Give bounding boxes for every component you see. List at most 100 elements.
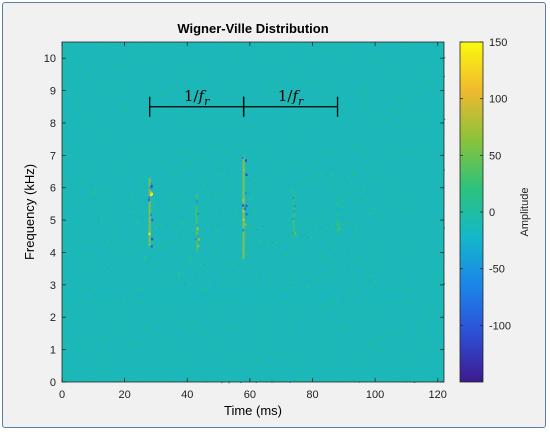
noise-cell bbox=[109, 298, 111, 300]
noise-cell bbox=[129, 331, 131, 333]
noise-cell bbox=[298, 377, 300, 379]
noise-cell bbox=[442, 369, 444, 371]
noise-cell bbox=[284, 43, 287, 46]
noise-cell bbox=[377, 177, 379, 179]
noise-cell bbox=[407, 361, 410, 364]
noise-cell bbox=[355, 253, 357, 255]
noise-cell bbox=[208, 212, 210, 214]
noise-cell bbox=[96, 69, 98, 71]
noise-cell bbox=[97, 216, 99, 218]
noise-cell bbox=[405, 323, 407, 325]
noise-cell bbox=[295, 122, 298, 124]
noise-cell bbox=[441, 58, 444, 61]
noise-cell bbox=[357, 288, 360, 290]
noise-cell bbox=[85, 76, 87, 79]
noise-cell bbox=[150, 45, 152, 48]
noise-cell bbox=[135, 379, 138, 381]
noise-cell bbox=[68, 179, 71, 181]
noise-cell bbox=[340, 114, 342, 117]
noise-cell bbox=[326, 356, 328, 359]
noise-cell bbox=[296, 180, 298, 183]
feature-cell bbox=[336, 206, 338, 209]
noise-cell bbox=[175, 125, 177, 128]
noise-cell bbox=[274, 263, 276, 266]
noise-cell bbox=[65, 48, 68, 51]
noise-cell bbox=[185, 198, 188, 201]
noise-cell bbox=[233, 231, 235, 234]
noise-cell bbox=[287, 227, 289, 230]
noise-cell bbox=[323, 102, 326, 104]
noise-cell bbox=[263, 226, 265, 228]
noise-cell bbox=[63, 55, 65, 58]
noise-cell bbox=[421, 209, 424, 212]
noise-cell bbox=[218, 160, 220, 162]
noise-cell bbox=[183, 368, 185, 370]
feature-cell bbox=[151, 218, 154, 222]
noise-cell bbox=[439, 183, 441, 186]
noise-cell bbox=[131, 260, 133, 262]
noise-cell bbox=[348, 54, 350, 56]
noise-cell bbox=[231, 85, 233, 87]
noise-cell bbox=[155, 330, 157, 332]
noise-cell bbox=[305, 216, 307, 218]
noise-cell bbox=[276, 225, 279, 228]
noise-cell bbox=[369, 161, 371, 164]
noise-cell bbox=[171, 290, 173, 293]
noise-cell bbox=[269, 42, 271, 44]
noise-cell bbox=[400, 333, 402, 335]
noise-cell bbox=[225, 63, 228, 65]
noise-cell bbox=[303, 275, 305, 277]
noise-cell bbox=[191, 333, 194, 335]
noise-cell bbox=[314, 220, 316, 222]
noise-cell bbox=[156, 344, 158, 347]
noise-cell bbox=[179, 63, 181, 65]
noise-cell bbox=[383, 261, 385, 264]
noise-cell bbox=[200, 179, 203, 181]
noise-cell bbox=[346, 193, 348, 195]
noise-cell bbox=[398, 96, 400, 98]
noise-cell bbox=[429, 240, 432, 243]
noise-cell bbox=[188, 257, 190, 259]
noise-cell bbox=[134, 157, 136, 160]
noise-cell bbox=[281, 344, 284, 346]
noise-cell bbox=[254, 374, 257, 376]
noise-cell bbox=[432, 222, 435, 225]
noise-cell bbox=[281, 372, 283, 375]
noise-cell bbox=[436, 174, 438, 176]
noise-cell bbox=[66, 59, 68, 61]
noise-cell bbox=[72, 361, 74, 363]
noise-cell bbox=[117, 43, 119, 45]
noise-cell bbox=[212, 314, 214, 316]
noise-cell bbox=[228, 301, 230, 304]
noise-cell bbox=[443, 57, 446, 59]
noise-cell bbox=[215, 73, 218, 75]
noise-cell bbox=[254, 99, 257, 101]
noise-cell bbox=[380, 250, 383, 252]
noise-cell bbox=[400, 162, 403, 164]
noise-cell bbox=[94, 188, 96, 191]
noise-cell bbox=[223, 270, 225, 273]
feature-cell bbox=[150, 182, 153, 186]
noise-cell bbox=[433, 220, 435, 223]
noise-cell bbox=[245, 88, 247, 90]
noise-cell bbox=[219, 136, 221, 139]
noise-cell bbox=[154, 65, 157, 67]
noise-cell bbox=[360, 124, 362, 126]
noise-cell bbox=[404, 322, 407, 324]
noise-cell bbox=[220, 216, 222, 218]
noise-cell bbox=[257, 104, 260, 106]
noise-cell bbox=[358, 208, 361, 210]
noise-cell bbox=[108, 310, 111, 312]
noise-cell bbox=[190, 288, 192, 290]
noise-cell bbox=[125, 111, 127, 113]
noise-cell bbox=[256, 238, 258, 241]
noise-cell bbox=[275, 57, 277, 60]
noise-cell bbox=[181, 203, 183, 205]
noise-cell bbox=[266, 144, 268, 146]
noise-cell bbox=[171, 126, 173, 128]
noise-cell bbox=[439, 225, 441, 227]
noise-cell bbox=[182, 129, 184, 131]
noise-cell bbox=[359, 313, 361, 315]
noise-cell bbox=[303, 110, 305, 113]
noise-cell bbox=[328, 82, 330, 85]
